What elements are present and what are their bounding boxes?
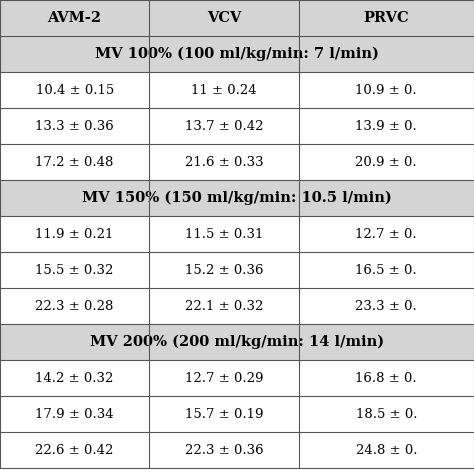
- Text: AVM-2: AVM-2: [47, 11, 102, 25]
- Text: MV 150% (150 ml/kg/min: 10.5 l/min): MV 150% (150 ml/kg/min: 10.5 l/min): [82, 191, 392, 205]
- Text: 22.3 ± 0.28: 22.3 ± 0.28: [36, 300, 114, 312]
- Bar: [0, 288, 474, 324]
- Text: 11.5 ± 0.31: 11.5 ± 0.31: [185, 228, 263, 240]
- Text: 11 ± 0.24: 11 ± 0.24: [191, 83, 257, 97]
- Text: 22.6 ± 0.42: 22.6 ± 0.42: [36, 444, 114, 456]
- Text: 16.5 ± 0.: 16.5 ± 0.: [356, 264, 417, 276]
- Text: 15.2 ± 0.36: 15.2 ± 0.36: [185, 264, 263, 276]
- Text: 22.3 ± 0.36: 22.3 ± 0.36: [185, 444, 263, 456]
- Bar: [0, 108, 474, 144]
- Text: 13.7 ± 0.42: 13.7 ± 0.42: [185, 119, 263, 133]
- Bar: [0, 252, 474, 288]
- Text: 18.5 ± 0.: 18.5 ± 0.: [356, 408, 417, 420]
- Bar: [0, 432, 474, 468]
- Text: 10.9 ± 0.: 10.9 ± 0.: [356, 83, 417, 97]
- Text: VCV: VCV: [207, 11, 241, 25]
- Text: MV 100% (100 ml/kg/min: 7 l/min): MV 100% (100 ml/kg/min: 7 l/min): [95, 47, 379, 61]
- Text: 17.2 ± 0.48: 17.2 ± 0.48: [36, 155, 114, 168]
- Text: 16.8 ± 0.: 16.8 ± 0.: [356, 372, 417, 384]
- Text: 13.9 ± 0.: 13.9 ± 0.: [356, 119, 417, 133]
- Bar: [0, 396, 474, 432]
- Text: 15.5 ± 0.32: 15.5 ± 0.32: [36, 264, 114, 276]
- Bar: [0, 36, 474, 72]
- Bar: [0, 0, 474, 36]
- Text: 23.3 ± 0.: 23.3 ± 0.: [356, 300, 417, 312]
- Text: MV 200% (200 ml/kg/min: 14 l/min): MV 200% (200 ml/kg/min: 14 l/min): [90, 335, 384, 349]
- Text: 20.9 ± 0.: 20.9 ± 0.: [356, 155, 417, 168]
- Text: 10.4 ± 0.15: 10.4 ± 0.15: [36, 83, 114, 97]
- Text: 12.7 ± 0.: 12.7 ± 0.: [356, 228, 417, 240]
- Text: 12.7 ± 0.29: 12.7 ± 0.29: [185, 372, 263, 384]
- Bar: [0, 144, 474, 180]
- Text: 24.8 ± 0.: 24.8 ± 0.: [356, 444, 417, 456]
- Bar: [0, 180, 474, 216]
- Bar: [0, 216, 474, 252]
- Bar: [0, 324, 474, 360]
- Text: 13.3 ± 0.36: 13.3 ± 0.36: [35, 119, 114, 133]
- Text: 22.1 ± 0.32: 22.1 ± 0.32: [185, 300, 263, 312]
- Text: 21.6 ± 0.33: 21.6 ± 0.33: [185, 155, 263, 168]
- Text: PRVC: PRVC: [364, 11, 409, 25]
- Bar: [0, 72, 474, 108]
- Bar: [0, 360, 474, 396]
- Text: 14.2 ± 0.32: 14.2 ± 0.32: [36, 372, 114, 384]
- Text: 11.9 ± 0.21: 11.9 ± 0.21: [36, 228, 114, 240]
- Text: 17.9 ± 0.34: 17.9 ± 0.34: [36, 408, 114, 420]
- Text: 15.7 ± 0.19: 15.7 ± 0.19: [185, 408, 263, 420]
